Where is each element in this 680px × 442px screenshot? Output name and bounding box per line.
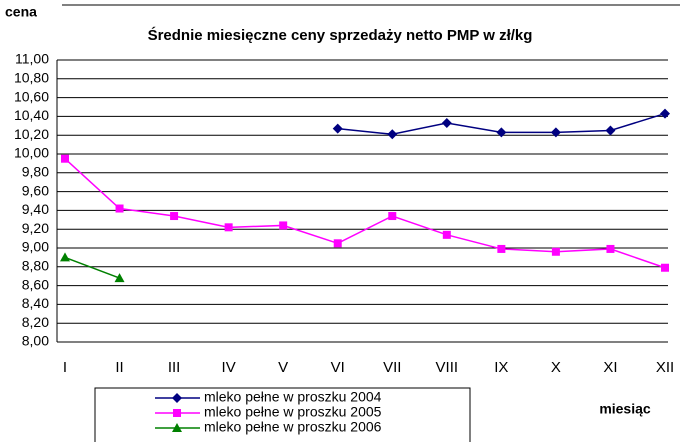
legend-marker [172,393,182,403]
y-tick-label: 9,20 [22,220,49,236]
x-tick-label: I [63,359,67,376]
y-axis-label: cena [5,4,37,20]
data-point [332,123,343,134]
x-tick-label: X [551,359,561,376]
legend-marker [173,409,181,417]
y-tick-label: 10,20 [14,126,49,142]
y-tick-label: 8,00 [22,333,49,349]
y-tick-label: 8,40 [22,295,49,311]
x-tick-label: VI [331,359,345,376]
data-point [496,127,507,138]
data-point [114,273,125,283]
x-tick-label: IV [222,359,236,376]
x-tick-label: XII [656,359,674,376]
data-point [333,239,342,248]
legend-label: mleko pełne w proszku 2006 [204,419,382,435]
y-tick-label: 9,40 [22,201,49,217]
data-point [550,127,561,138]
data-point [60,252,70,262]
data-point [115,204,124,213]
data-point [606,244,615,253]
x-tick-label: IX [494,359,508,376]
x-tick-label: V [278,359,288,376]
y-tick-label: 9,80 [22,164,49,180]
legend-marker [172,423,182,432]
x-tick-label: III [168,359,181,376]
y-tick-label: 8,60 [22,276,49,292]
data-point [497,244,506,253]
data-point [661,263,669,272]
legend-box [94,387,471,442]
data-point [551,247,560,256]
data-point [224,223,233,232]
x-tick-label: VII [383,359,401,376]
y-tick-label: 10,80 [14,70,49,86]
data-point [279,221,288,230]
y-tick-label: 10,60 [14,88,49,104]
data-point [442,230,451,239]
y-tick-label: 10,00 [14,145,49,161]
legend-label: mleko pełne w proszku 2004 [204,389,382,405]
series-line [64,256,120,279]
y-tick-label: 9,60 [22,182,49,198]
y-tick-label: 8,20 [22,314,49,330]
y-tick-label: 10,40 [14,107,49,123]
x-axis-label: miesiąc [599,401,651,417]
series-line [64,158,666,269]
y-tick-label: 11,00 [15,51,49,67]
x-tick-label: II [115,359,123,376]
data-point [441,117,452,128]
chart-title: Średnie miesięczne ceny sprzedaży netto … [148,26,533,44]
y-tick-label: 9,00 [22,239,49,255]
data-point [170,212,179,221]
data-point [388,212,397,221]
data-point [605,125,616,136]
data-point [660,108,670,119]
x-tick-label: XI [603,359,617,376]
x-tick-label: VIII [436,359,459,376]
legend-label: mleko pełne w proszku 2005 [204,404,382,420]
data-point [387,129,398,140]
data-point [61,154,69,163]
y-tick-label: 8,80 [22,258,49,274]
